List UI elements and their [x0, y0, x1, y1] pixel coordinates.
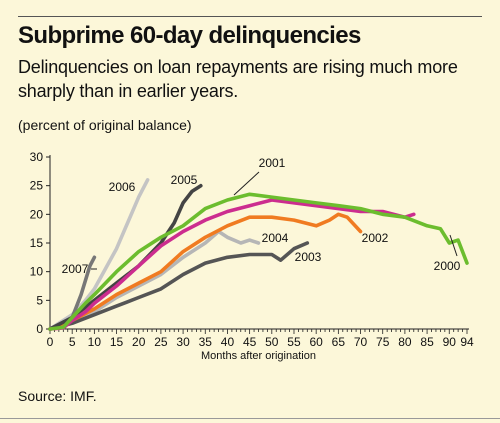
series-line-2000: [48, 192, 469, 331]
x-tick-label: 70: [354, 335, 368, 349]
x-tick-label: 50: [265, 335, 279, 349]
x-tick-label: 80: [398, 335, 412, 349]
chart-subtitle: Delinquencies on loan repayments are ris…: [18, 57, 458, 101]
x-tick-label: 30: [176, 335, 190, 349]
x-tick-label: 10: [88, 335, 102, 349]
series-line-2003: [48, 241, 310, 331]
y-tick-label: 15: [30, 236, 44, 250]
series-line-2001: [48, 198, 416, 331]
x-tick-label: 60: [309, 335, 323, 349]
y-tick-label: 30: [30, 150, 44, 164]
x-tick-label: 20: [132, 335, 146, 349]
x-tick-label: 45: [243, 335, 257, 349]
x-axis-title: Months after origination: [201, 350, 316, 362]
series-label-2007: 2007: [62, 262, 89, 276]
unit-label: (percent of original balance): [18, 117, 192, 133]
series-label-2003: 2003: [295, 250, 322, 264]
x-tick-label: 40: [221, 335, 235, 349]
x-tick-label: 35: [199, 335, 213, 349]
y-tick-label: 20: [30, 207, 44, 221]
x-tick-label: 0: [47, 335, 54, 349]
series-group: [48, 178, 469, 331]
top-rule: [18, 16, 482, 17]
series-label-2000: 2000: [434, 259, 461, 273]
x-tick-label: 75: [376, 335, 390, 349]
y-tick-label: 10: [30, 265, 44, 279]
y-tick-label: 5: [36, 293, 43, 307]
chart-title: Subprime 60-day delinquencies: [18, 22, 361, 49]
series-line-2004: [48, 229, 261, 331]
x-tick-label: 25: [154, 335, 168, 349]
series-label-2006: 2006: [109, 180, 136, 194]
series-leader-2000: [449, 234, 458, 257]
y-tick-label: 25: [30, 179, 44, 193]
bottom-rule: [0, 418, 500, 419]
series-label-2001: 2001: [259, 156, 286, 170]
x-tick-label: 90: [443, 335, 457, 349]
axes: 0 5 10 15 20 25 30 0 5 10 15 20 25 30 35 40 45 50 55 60 65 70…: [30, 150, 474, 362]
series-leader-2001: [233, 171, 260, 196]
x-tick-label: 65: [332, 335, 346, 349]
source-note: Source: IMF.: [18, 388, 97, 404]
series-labels: 2000 2001 2002 2003 2004 2005 2006 2007: [62, 156, 461, 276]
series-label-2002: 2002: [362, 231, 389, 245]
x-tick-label: 5: [69, 335, 76, 349]
x-tick-label: 85: [420, 335, 434, 349]
x-tick-label: 15: [110, 335, 124, 349]
series-label-2005: 2005: [171, 173, 198, 187]
x-tick-label: 55: [287, 335, 301, 349]
x-tick-label: 94: [460, 335, 474, 349]
series-label-2004: 2004: [262, 231, 289, 245]
series-line-2002: [48, 212, 363, 331]
y-tick-label: 0: [36, 322, 43, 336]
